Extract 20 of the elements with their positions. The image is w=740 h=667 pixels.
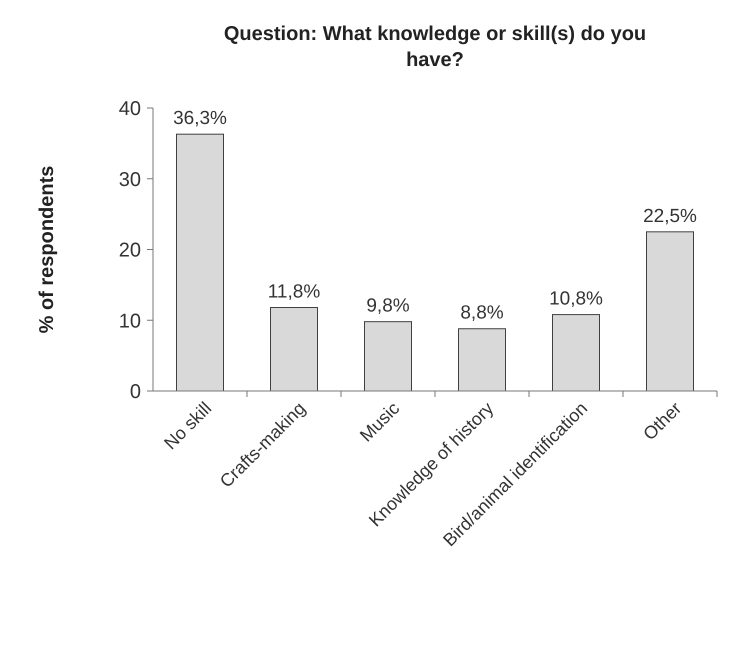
data-label: 10,8%: [549, 288, 604, 310]
data-label: 8,8%: [460, 302, 504, 324]
bar: [646, 231, 694, 392]
y-tick-label: 10: [118, 310, 141, 332]
data-label: 22,5%: [643, 206, 698, 227]
y-tick-label: 0: [130, 381, 141, 403]
data-label: 11,8%: [268, 282, 320, 303]
x-tick-label: No skill: [160, 398, 216, 454]
bar: [364, 321, 412, 392]
bar: [552, 314, 600, 392]
y-tick-label: 20: [118, 240, 141, 262]
bar: [458, 328, 506, 392]
bar: [176, 134, 224, 392]
data-label: 36,3%: [173, 108, 228, 130]
y-tick-label: 30: [118, 168, 141, 191]
bar: [270, 307, 318, 392]
chart-title: Question: What knowledge or skill(s) do you have?: [224, 23, 646, 71]
data-label: 9,8%: [366, 296, 410, 317]
y-axis-title: % of respondents: [36, 166, 58, 334]
y-tick-label: 40: [118, 98, 141, 120]
